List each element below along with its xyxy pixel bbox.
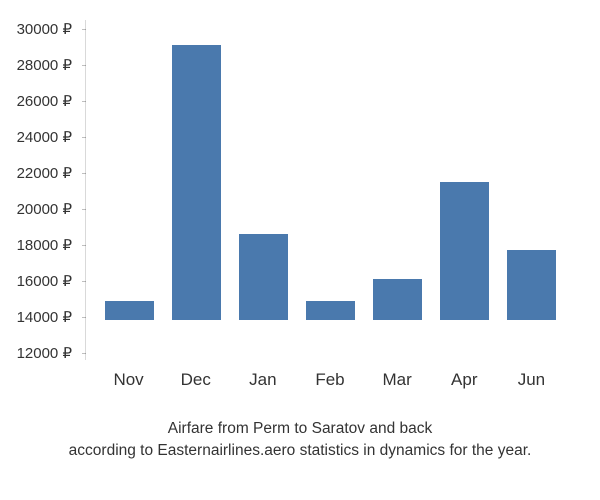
bar-slot: [297, 20, 364, 320]
y-tick: [82, 137, 86, 138]
bar-slot: [163, 20, 230, 320]
y-tick: [82, 29, 86, 30]
x-tick-label: Dec: [162, 360, 229, 400]
caption-line-2: according to Easternairlines.aero statis…: [69, 442, 532, 459]
y-tick: [82, 281, 86, 282]
y-tick-label: 22000 ₽: [17, 164, 72, 182]
x-tick-label: Apr: [431, 360, 498, 400]
y-tick-label: 20000 ₽: [17, 200, 72, 218]
bars-container: [86, 20, 575, 320]
bar-slot: [96, 20, 163, 320]
y-tick: [82, 245, 86, 246]
bar: [172, 45, 220, 320]
x-tick-label: Jan: [229, 360, 296, 400]
x-tick-label: Jun: [498, 360, 565, 400]
plot-area: [85, 20, 575, 360]
y-tick: [82, 173, 86, 174]
y-tick: [82, 317, 86, 318]
x-axis-labels: NovDecJanFebMarAprJun: [85, 360, 575, 400]
bar: [373, 279, 421, 320]
x-tick-label: Mar: [364, 360, 431, 400]
y-tick-label: 24000 ₽: [17, 128, 72, 146]
x-tick-label: Feb: [296, 360, 363, 400]
y-tick-label: 12000 ₽: [17, 344, 72, 362]
bar-slot: [364, 20, 431, 320]
bar-slot: [431, 20, 498, 320]
y-tick: [82, 65, 86, 66]
y-tick: [82, 209, 86, 210]
y-tick-label: 16000 ₽: [17, 272, 72, 290]
bar: [440, 182, 488, 320]
bar-slot: [230, 20, 297, 320]
bar: [507, 250, 555, 320]
bar: [239, 234, 287, 320]
bar-slot: [498, 20, 565, 320]
bar: [105, 301, 153, 320]
y-tick-label: 26000 ₽: [17, 92, 72, 110]
bar: [306, 301, 354, 320]
y-tick-label: 18000 ₽: [17, 236, 72, 254]
y-axis-labels: 12000 ₽ 14000 ₽ 16000 ₽ 18000 ₽ 20000 ₽ 22000…: [10, 20, 80, 360]
chart-caption: Airfare from Perm to Saratov and back ac…: [10, 418, 590, 461]
y-tick-label: 28000 ₽: [17, 56, 72, 74]
y-tick: [82, 353, 86, 354]
y-tick-label: 14000 ₽: [17, 308, 72, 326]
x-tick-label: Nov: [95, 360, 162, 400]
airfare-chart: 12000 ₽14000 ₽16000 ₽18000 ₽20000 ₽22000…: [85, 20, 575, 400]
y-tick: [82, 101, 86, 102]
caption-line-1: Airfare from Perm to Saratov and back: [168, 420, 432, 437]
y-tick-label: 30000 ₽: [17, 20, 72, 38]
